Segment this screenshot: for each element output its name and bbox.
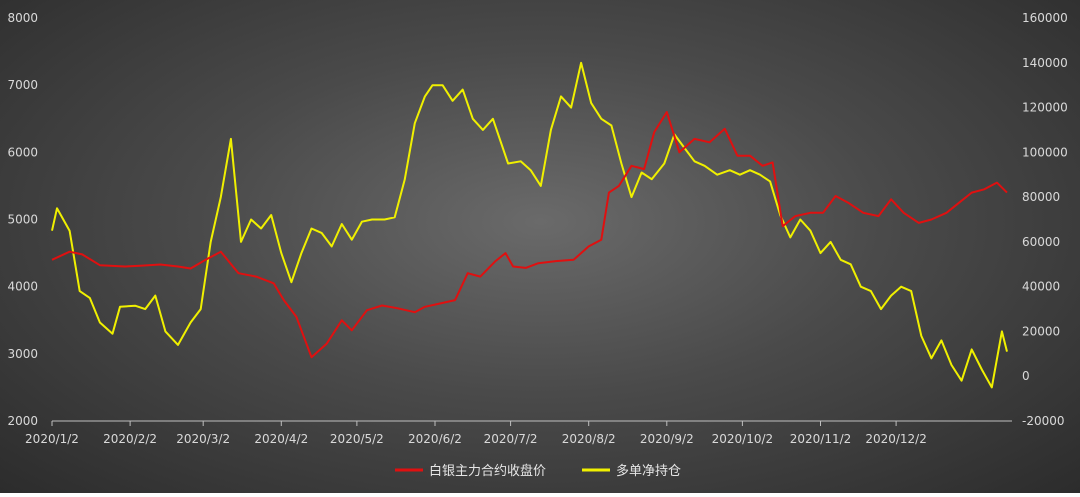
x-tick-label: 2020/3/2 xyxy=(176,432,230,446)
y-right-tick-label: 20000 xyxy=(1022,324,1060,338)
x-tick-label: 2020/5/2 xyxy=(330,432,384,446)
y-left-tick-label: 8000 xyxy=(7,11,38,25)
y-right-tick-label: 120000 xyxy=(1022,101,1068,115)
y-right-tick-label: 40000 xyxy=(1022,280,1060,294)
x-tick-label: 2020/8/2 xyxy=(562,432,616,446)
y-left-tick-label: 6000 xyxy=(7,145,38,159)
y-left-tick-label: 5000 xyxy=(7,213,38,227)
x-tick-label: 2020/6/2 xyxy=(408,432,462,446)
series-line-silver-price xyxy=(51,111,1008,359)
series-line-net-long-position xyxy=(51,61,1008,389)
x-tick-label: 2020/12/2 xyxy=(865,432,927,446)
x-tick-label: 2020/1/2 xyxy=(25,432,79,446)
y-left-tick-label: 3000 xyxy=(7,347,38,361)
y-left-tick-label: 2000 xyxy=(7,414,38,428)
legend: 白银主力合约收盘价 多单净持仓 xyxy=(395,463,681,479)
x-tick-label: 2020/4/2 xyxy=(254,432,308,446)
y-right-tick-label: 100000 xyxy=(1022,145,1068,159)
x-tick-label: 2020/7/2 xyxy=(484,432,538,446)
legend-label: 多单净持仓 xyxy=(616,463,681,479)
x-tick-label: 2020/2/2 xyxy=(103,432,157,446)
y-right-tick-label: 160000 xyxy=(1022,11,1068,25)
y-right-tick-label: 140000 xyxy=(1022,56,1068,70)
legend-label: 白银主力合约收盘价 xyxy=(429,463,546,479)
series-lines xyxy=(51,61,1008,389)
x-tick-label: 2020/9/2 xyxy=(640,432,694,446)
y-right-tick-label: 0 xyxy=(1022,369,1030,383)
axes: 2000 3000 4000 5000 6000 7000 8000 -20000 0 20000… xyxy=(7,11,1067,446)
y-left-tick-label: 7000 xyxy=(7,78,38,92)
y-right-tick-label: -20000 xyxy=(1022,414,1065,428)
y-right-tick-label: 80000 xyxy=(1022,190,1060,204)
x-tick-label: 2020/11/2 xyxy=(790,432,852,446)
y-left-tick-label: 4000 xyxy=(7,280,38,294)
y-right-tick-label: 60000 xyxy=(1022,235,1060,249)
x-tick-label: 2020/10/2 xyxy=(712,432,774,446)
